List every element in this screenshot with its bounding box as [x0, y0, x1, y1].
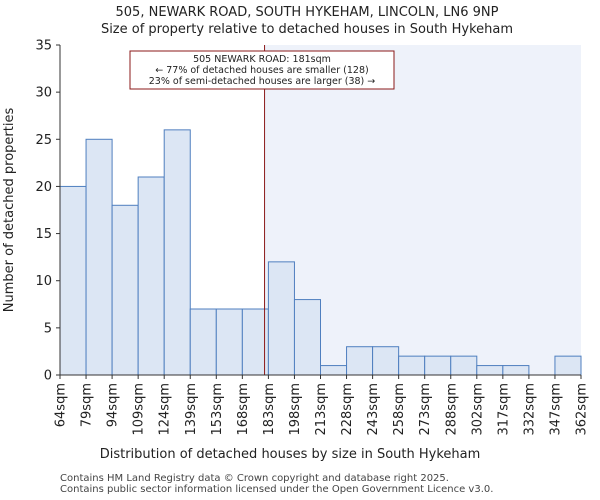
- x-tick-label: 153sqm: [210, 383, 225, 436]
- x-tick-label: 183sqm: [262, 383, 277, 436]
- y-tick-label: 35: [35, 39, 52, 54]
- annotation-box: [129, 50, 395, 90]
- footer-line-2: Contains public sector information licen…: [60, 484, 493, 495]
- x-tick-label: 228sqm: [340, 383, 355, 436]
- bar-288sqm: [450, 355, 478, 376]
- annotation-line-3: 23% of semi-detached houses are larger (…: [149, 76, 376, 87]
- x-tick-label: 213sqm: [314, 383, 329, 436]
- bar-183sqm: [267, 261, 295, 376]
- chart-subtitle: Size of property relative to detached ho…: [101, 22, 513, 37]
- x-tick-label: 64sqm: [54, 383, 69, 427]
- annotation-line-2: ← 77% of detached houses are smaller (12…: [155, 65, 368, 76]
- x-tick-label: 109sqm: [132, 383, 147, 436]
- bar-139sqm: [189, 308, 217, 376]
- bar-273sqm: [424, 355, 452, 376]
- x-tick-label: 317sqm: [496, 383, 511, 436]
- x-tick-label: 347sqm: [548, 383, 563, 436]
- y-tick-label: 25: [35, 133, 52, 148]
- bar-153sqm: [215, 308, 243, 376]
- bar-64sqm: [59, 185, 87, 376]
- x-tick-label: 288sqm: [444, 383, 459, 436]
- y-axis-label: Number of detached properties: [2, 108, 17, 313]
- x-tick-label: 94sqm: [106, 383, 121, 427]
- y-tick-label: 0: [44, 369, 52, 384]
- bar-347sqm: [554, 355, 582, 376]
- x-tick-label: 258sqm: [392, 383, 407, 436]
- x-tick-label: 124sqm: [158, 383, 173, 436]
- x-tick-label: 243sqm: [366, 383, 381, 436]
- bar-302sqm: [476, 365, 504, 376]
- x-tick-label: 302sqm: [470, 383, 485, 436]
- y-tick-label: 5: [44, 321, 52, 336]
- bar-258sqm: [398, 355, 426, 376]
- y-tick-label: 10: [35, 274, 52, 289]
- chart-title: 505, NEWARK ROAD, SOUTH HYKEHAM, LINCOLN…: [116, 5, 499, 20]
- bar-228sqm: [346, 346, 374, 376]
- footer-line-1: Contains HM Land Registry data © Crown c…: [60, 473, 449, 484]
- bar-317sqm: [502, 365, 530, 376]
- bar-79sqm: [85, 138, 113, 376]
- y-tick-label: 20: [35, 180, 52, 195]
- x-tick-label: 168sqm: [236, 383, 251, 436]
- bar-243sqm: [372, 346, 400, 376]
- bar-109sqm: [137, 176, 165, 376]
- x-axis-label: Distribution of detached houses by size …: [100, 447, 481, 462]
- bar-124sqm: [163, 129, 191, 376]
- bar-213sqm: [320, 365, 348, 376]
- x-tick-label: 79sqm: [80, 383, 95, 427]
- y-tick-label: 30: [35, 86, 52, 101]
- x-tick-label: 139sqm: [184, 383, 199, 436]
- x-tick-label: 332sqm: [522, 383, 537, 436]
- annotation-line-1: 505 NEWARK ROAD: 181sqm: [193, 54, 331, 65]
- x-tick-label: 273sqm: [418, 383, 433, 436]
- bar-198sqm: [293, 299, 322, 376]
- x-tick-label: 362sqm: [575, 383, 590, 436]
- x-tick-label: 198sqm: [288, 383, 303, 436]
- bar-94sqm: [111, 204, 139, 376]
- y-tick-label: 15: [35, 227, 52, 242]
